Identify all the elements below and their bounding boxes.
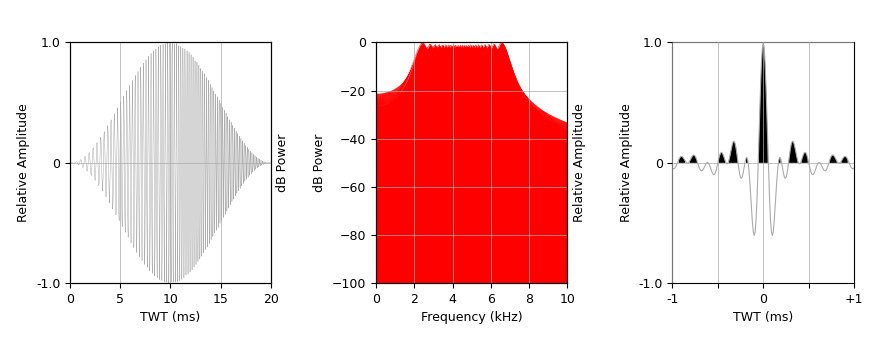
- X-axis label: Frequency (kHz): Frequency (kHz): [420, 312, 522, 325]
- Y-axis label: Relative Amplitude: Relative Amplitude: [18, 103, 31, 222]
- X-axis label: TWT (ms): TWT (ms): [733, 312, 794, 325]
- Y-axis label: Relative Amplitude: Relative Amplitude: [620, 103, 632, 222]
- Y-axis label: dB Power: dB Power: [277, 134, 289, 192]
- Y-axis label: dB Power: dB Power: [314, 134, 327, 192]
- Y-axis label: Relative Amplitude: Relative Amplitude: [573, 103, 586, 222]
- X-axis label: TWT (ms): TWT (ms): [140, 312, 201, 325]
